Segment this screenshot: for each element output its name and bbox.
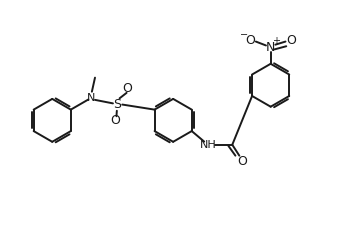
Text: S: S: [113, 98, 122, 111]
Text: N: N: [87, 93, 95, 103]
Text: O: O: [286, 34, 296, 47]
Text: O: O: [111, 114, 121, 127]
Text: +: +: [272, 36, 280, 46]
Text: N: N: [266, 41, 275, 54]
Text: NH: NH: [200, 140, 217, 150]
Text: O: O: [237, 155, 247, 168]
Text: −: −: [240, 30, 248, 40]
Text: O: O: [246, 34, 255, 47]
Text: O: O: [122, 82, 132, 95]
